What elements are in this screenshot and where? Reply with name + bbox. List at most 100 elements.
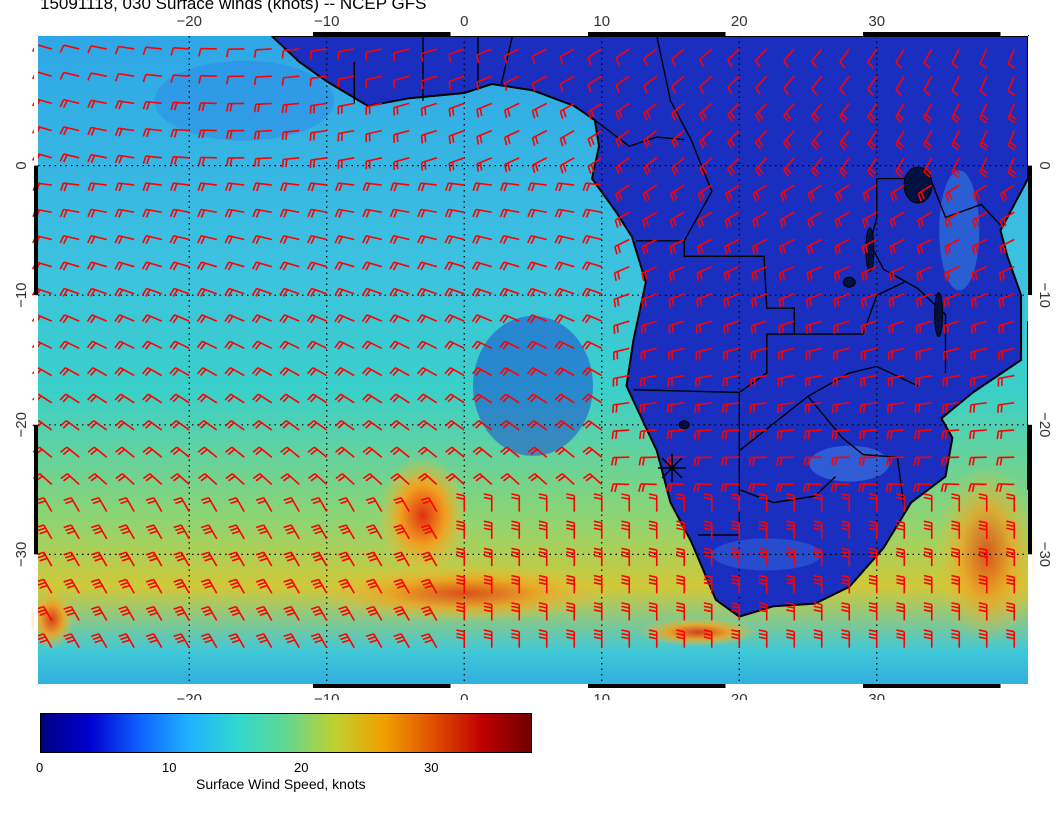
barb-flag [420, 422, 428, 429]
barb-flag [121, 584, 131, 589]
barb-flag [149, 557, 158, 562]
barb-flag [361, 340, 369, 349]
wind-barb [255, 633, 273, 649]
barb-staff [895, 130, 905, 145]
wind-barb [727, 130, 740, 149]
barb-staff [283, 75, 300, 79]
barb-flag [839, 88, 846, 96]
barb-staff [503, 261, 520, 268]
barb-flag [676, 520, 685, 524]
barb-flag [314, 557, 323, 562]
barb-flag [868, 581, 877, 586]
barb-staff [971, 320, 987, 327]
barb-flag [472, 393, 479, 401]
wind-barb [913, 456, 932, 466]
barb-flag [648, 636, 657, 640]
barb-flag [252, 393, 259, 401]
x-tick-label-top: −10 [314, 13, 339, 30]
barb-staff [475, 182, 492, 186]
barb-flag [839, 115, 846, 123]
barb-flag [648, 547, 657, 551]
barb-flag [614, 457, 618, 466]
wind-barb [913, 483, 932, 492]
barb-flag [868, 493, 877, 497]
wind-barb [889, 238, 905, 255]
barb-staff [283, 102, 300, 106]
barb-flag [697, 219, 702, 229]
barb-flag [697, 430, 701, 439]
frame-segment [588, 684, 726, 688]
barb-staff [505, 420, 520, 431]
barb-flag [422, 608, 431, 613]
barb-flag [503, 183, 508, 192]
wind-barb [60, 446, 80, 458]
wind-barb [337, 48, 355, 60]
barb-staff [35, 182, 52, 186]
wind-barb [1007, 157, 1017, 178]
barb-staff [153, 606, 163, 621]
barb-flag [648, 605, 657, 609]
barb-flag [340, 636, 349, 641]
wind-barb [87, 153, 107, 164]
barb-staff [258, 446, 273, 458]
barb-staff [310, 182, 327, 186]
wind-barb [118, 551, 135, 567]
barb-flag [972, 219, 977, 229]
barb-flag [833, 325, 836, 334]
barb-flag [114, 100, 120, 109]
barb-staff [1007, 103, 1015, 119]
barb-flag [224, 288, 230, 296]
wind-barb [225, 157, 245, 167]
barb-flag [865, 191, 870, 200]
barb-staff [751, 347, 767, 353]
barb-flag [147, 500, 156, 505]
barb-flag [456, 547, 465, 551]
barb-flag [562, 109, 567, 118]
wind-barb [252, 208, 272, 218]
barb-staff [585, 182, 602, 186]
wind-barb [198, 47, 217, 57]
wind-barb [923, 629, 933, 648]
barb-staff [180, 606, 190, 621]
barb-flag [444, 261, 450, 270]
barb-staff [671, 157, 685, 169]
wind-barb [642, 211, 658, 229]
barb-flag [974, 324, 977, 333]
barb-flag [420, 551, 430, 556]
wind-barb [145, 524, 163, 540]
barb-staff [998, 401, 1015, 406]
barb-flag [228, 209, 233, 218]
barb-flag [362, 473, 371, 480]
wind-barb [337, 102, 355, 115]
wind-barb [361, 287, 383, 297]
barb-staff [338, 129, 355, 135]
wind-barb [777, 401, 795, 413]
barb-flag [621, 605, 630, 609]
barb-flag [703, 632, 712, 637]
barb-flag [204, 557, 213, 562]
barb-flag [978, 551, 987, 555]
barb-flag [172, 422, 180, 429]
barb-flag [175, 636, 184, 641]
barb-flag [617, 244, 621, 253]
barb-staff [778, 429, 795, 433]
barb-flag [671, 298, 675, 307]
barb-flag [813, 523, 822, 528]
wind-barb [142, 128, 162, 138]
barb-staff [835, 184, 850, 195]
barb-staff [263, 551, 273, 567]
barb-flag [864, 298, 867, 307]
barb-flag [145, 422, 153, 429]
barb-staff [91, 261, 107, 268]
wind-barb [811, 130, 823, 150]
barb-flag [868, 629, 877, 633]
barb-flag [593, 609, 602, 613]
wind-barb [338, 524, 355, 540]
barb-flag [507, 108, 511, 117]
barb-flag [225, 182, 230, 191]
barb-flag [200, 475, 208, 482]
barb-staff [640, 401, 657, 406]
barb-staff [448, 208, 465, 214]
wind-barb [59, 98, 80, 109]
wind-barb [472, 420, 493, 431]
